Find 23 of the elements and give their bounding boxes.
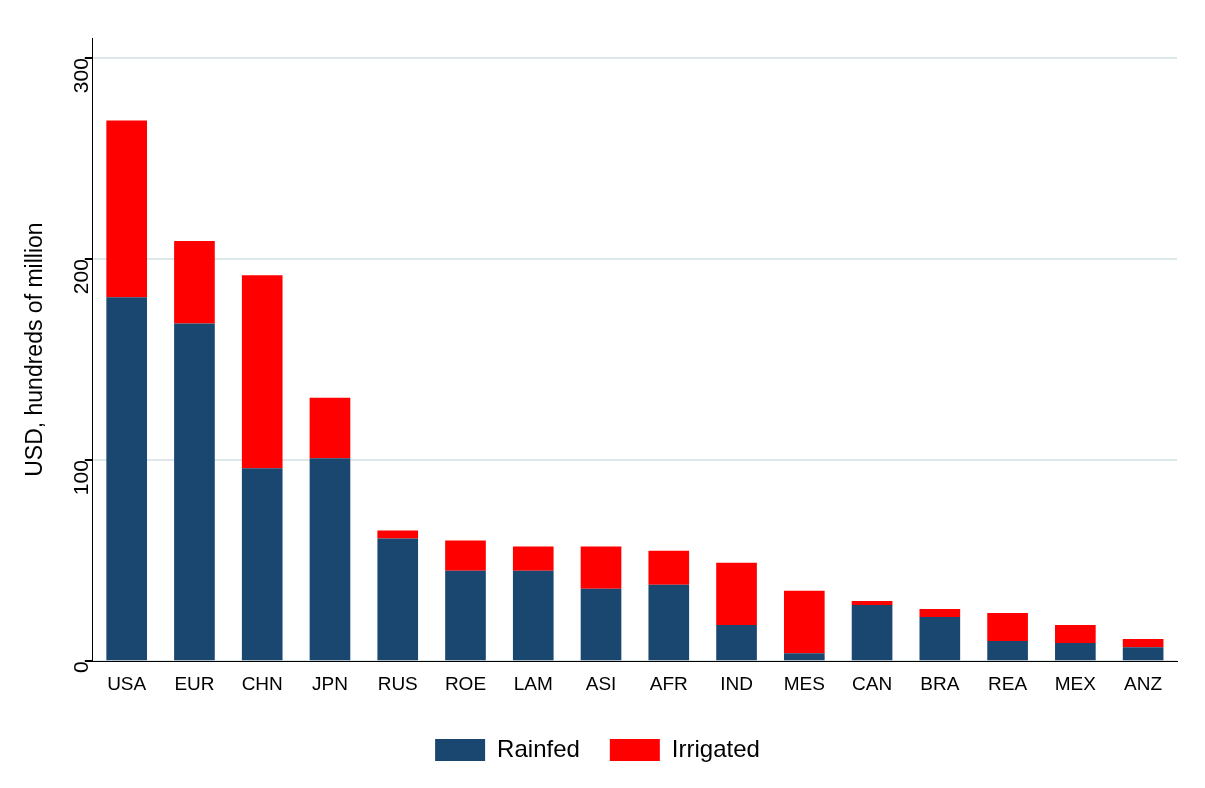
x-tick-label: IND bbox=[720, 672, 753, 694]
x-tick-label: JPN bbox=[312, 672, 348, 694]
y-axis-title: USD, hundreds of million bbox=[21, 222, 48, 477]
x-tick-label: LAM bbox=[513, 672, 553, 694]
x-tick-label: AFR bbox=[649, 672, 688, 694]
y-tick-label: 300 bbox=[68, 58, 92, 94]
x-tick-label: USA bbox=[107, 672, 147, 694]
x-tick-label: CHN bbox=[241, 672, 283, 694]
x-tick-label: ROE bbox=[444, 672, 487, 694]
x-tick-label: MEX bbox=[1054, 672, 1097, 694]
x-tick-label: BRA bbox=[920, 672, 960, 694]
legend-label: Irrigated bbox=[671, 734, 760, 762]
y-tick-label: 100 bbox=[68, 460, 92, 496]
x-tick-label: ANZ bbox=[1124, 672, 1163, 694]
x-tick-label: CAN bbox=[852, 672, 893, 694]
y-tick-label: 200 bbox=[68, 259, 92, 295]
x-tick-label: RUS bbox=[377, 672, 418, 694]
legend-label: Rainfed bbox=[497, 734, 580, 762]
x-tick-label: ASI bbox=[585, 672, 617, 694]
y-tick-label: 0 bbox=[68, 661, 92, 673]
x-tick-label: EUR bbox=[174, 672, 215, 694]
x-tick-label: REA bbox=[988, 672, 1028, 694]
x-tick-label: MES bbox=[783, 672, 825, 694]
